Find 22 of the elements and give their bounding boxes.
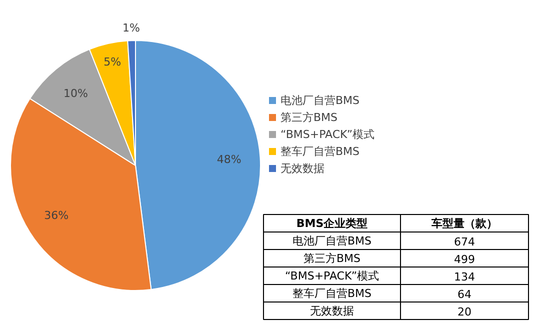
data-label: 10%: [64, 86, 88, 100]
data-label: 36%: [44, 209, 69, 222]
legend-label: 无效数据: [280, 162, 324, 175]
text: BMS企业类型: [296, 216, 368, 230]
category-label: 电池厂自营BMS: [292, 234, 372, 248]
legend-label: “BMS+PACK”模式: [280, 128, 375, 141]
legend-label: 第三方BMS: [280, 111, 338, 124]
text: 车型量（款）: [430, 216, 498, 230]
data-label: 134: [454, 270, 475, 284]
legend-label: 电池厂自营BMS: [280, 94, 360, 107]
data-label: 5%: [104, 55, 122, 68]
category-label: 无效数据: [310, 304, 354, 318]
category-label: 第三方BMS: [303, 252, 361, 265]
data-label: 674: [454, 235, 475, 248]
legend-label: 整车厂自营BMS: [280, 145, 360, 158]
data-label: 64: [458, 288, 472, 301]
category-label: “BMS+PACK”模式: [284, 269, 380, 282]
data-label: 20: [458, 305, 472, 318]
data-label: 499: [454, 252, 475, 266]
data-label: 48%: [216, 153, 242, 166]
data-label: 1%: [122, 22, 140, 35]
category-label: 整车厂自营BMS: [292, 286, 372, 300]
